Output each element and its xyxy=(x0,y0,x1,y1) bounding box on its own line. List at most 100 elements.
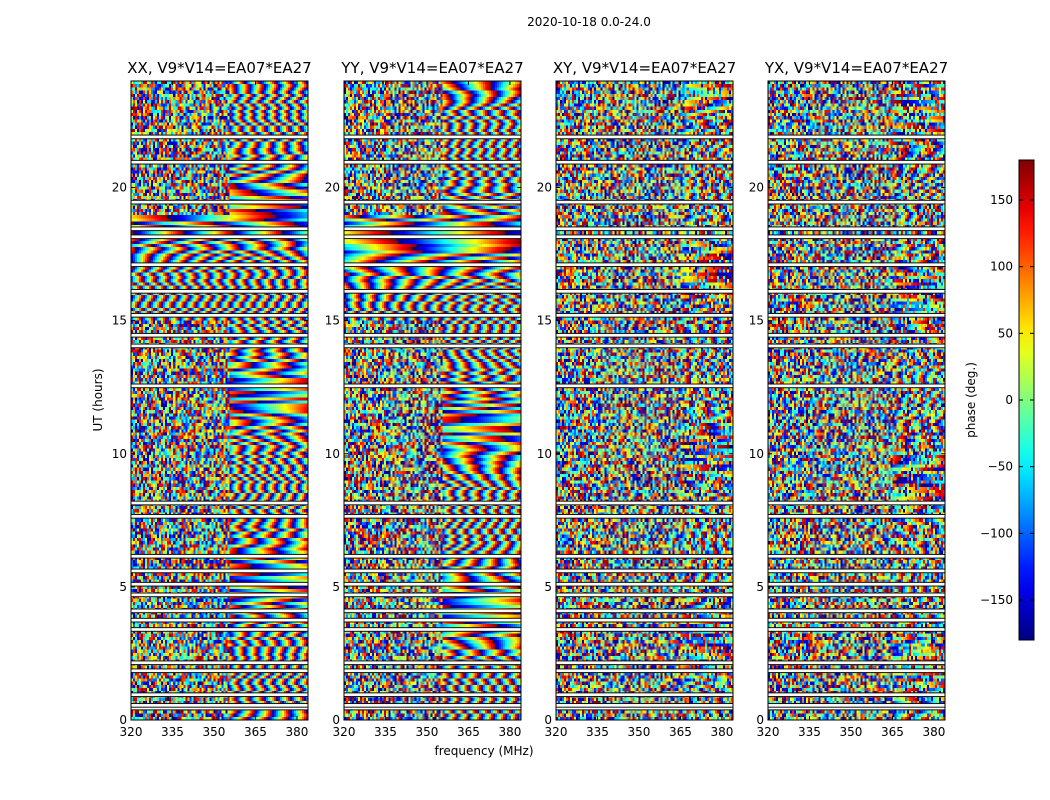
flagged-row xyxy=(344,333,521,337)
y-tick-label: 15 xyxy=(749,314,764,328)
flagged-row xyxy=(344,609,521,613)
flagged-row xyxy=(344,514,521,518)
flagged-row xyxy=(556,618,733,622)
flagged-row xyxy=(344,554,521,558)
flagged-row xyxy=(556,263,733,267)
flagged-row xyxy=(768,661,945,665)
flagged-row xyxy=(768,706,945,710)
colorbar-tick-label: 150 xyxy=(990,193,1013,207)
panels-group: XX, V9*V14=EA07*EA27 320 335 350 365 380 0 5 10 1… xyxy=(112,59,948,739)
flagged-row xyxy=(131,313,308,317)
colorbar-label: phase (deg.) xyxy=(964,362,978,438)
y-tick-label: 5 xyxy=(544,580,552,594)
flagged-row xyxy=(768,593,945,597)
panel-frame xyxy=(767,80,946,721)
x-tick-label: 380 xyxy=(710,725,733,739)
flagged-row xyxy=(556,290,733,293)
flagged-row xyxy=(344,227,521,231)
x-tick-label: 335 xyxy=(586,725,609,739)
flagged-row xyxy=(768,160,945,164)
flagged-row xyxy=(768,344,945,348)
x-tick-label: 350 xyxy=(628,725,651,739)
flagged-row xyxy=(556,704,733,707)
flagged-row xyxy=(344,706,521,710)
flagged-row xyxy=(131,384,308,388)
flagged-row xyxy=(131,618,308,622)
colorbar-tick-label: 50 xyxy=(998,326,1013,340)
flagged-row xyxy=(131,514,308,518)
x-tick-label: 365 xyxy=(881,725,904,739)
flagged-row xyxy=(344,669,521,673)
phase-heatmap xyxy=(768,81,945,720)
flagged-row xyxy=(768,609,945,613)
flagged-row xyxy=(768,569,945,573)
x-tick-label: 335 xyxy=(374,725,397,739)
panel-3: YX, V9*V14=EA07*EA27 320 335 350 365 380 0 5 10 1… xyxy=(749,59,948,739)
flagged-row xyxy=(344,135,521,139)
flagged-row xyxy=(556,501,733,505)
flagged-row xyxy=(768,669,945,673)
flagged-row xyxy=(344,704,521,707)
colorbar-gradient xyxy=(1019,160,1034,640)
flagged-row xyxy=(556,135,733,139)
x-tick-label: 365 xyxy=(669,725,692,739)
flagged-row xyxy=(556,235,733,239)
panel-1: YY, V9*V14=EA07*EA27 320 335 350 365 380 0 5 10 1… xyxy=(325,59,524,739)
panel-title: XY, V9*V14=EA07*EA27 xyxy=(553,59,736,77)
x-tick-label: 380 xyxy=(922,725,945,739)
y-tick-label: 10 xyxy=(112,447,127,461)
flagged-row xyxy=(556,160,733,164)
colorbar-tick-label: −100 xyxy=(980,526,1013,540)
flagged-row xyxy=(768,704,945,707)
flagged-row xyxy=(131,609,308,613)
flagged-row xyxy=(556,313,733,317)
flagged-row xyxy=(556,609,733,613)
flagged-row xyxy=(131,200,308,204)
y-tick-label: 5 xyxy=(756,580,764,594)
flagged-row xyxy=(344,200,521,204)
flagged-row xyxy=(344,661,521,665)
flagged-row xyxy=(344,569,521,573)
flagged-row xyxy=(344,501,521,505)
flagged-row xyxy=(768,290,945,293)
flagged-row xyxy=(768,135,945,139)
colorbar-tick-label: −150 xyxy=(980,593,1013,607)
flagged-row xyxy=(131,344,308,348)
flagged-row xyxy=(556,514,733,518)
x-tick-label: 320 xyxy=(545,725,568,739)
flagged-row xyxy=(131,290,308,293)
flagged-row xyxy=(556,593,733,597)
x-tick-label: 335 xyxy=(161,725,184,739)
x-axis-label: frequency (MHz) xyxy=(434,744,533,758)
flagged-row xyxy=(344,628,521,631)
flagged-row xyxy=(768,514,945,518)
y-tick-label: 10 xyxy=(325,447,340,461)
flagged-row xyxy=(768,693,945,697)
x-tick-label: 350 xyxy=(203,725,226,739)
flagged-row xyxy=(768,235,945,239)
flagged-row xyxy=(556,227,733,231)
flagged-row xyxy=(131,593,308,597)
flagged-row xyxy=(344,263,521,267)
figure-suptitle: 2020-10-18 0.0-24.0 xyxy=(527,15,651,29)
panel-frame xyxy=(555,80,734,721)
flagged-row xyxy=(556,554,733,558)
x-tick-label: 365 xyxy=(457,725,480,739)
flagged-row xyxy=(768,263,945,267)
flagged-row xyxy=(131,669,308,673)
flagged-row xyxy=(556,661,733,665)
flagged-row xyxy=(131,263,308,267)
x-tick-label: 320 xyxy=(333,725,356,739)
phase-heatmap xyxy=(344,81,521,720)
flagged-row xyxy=(768,227,945,231)
flagged-row xyxy=(768,582,945,586)
flagged-row xyxy=(556,384,733,388)
flagged-row xyxy=(344,384,521,388)
flagged-row xyxy=(556,582,733,586)
flagged-row xyxy=(344,344,521,348)
flagged-row xyxy=(556,569,733,573)
y-tick-label: 5 xyxy=(332,580,340,594)
flagged-row xyxy=(131,704,308,707)
panel-title: YY, V9*V14=EA07*EA27 xyxy=(340,59,523,77)
